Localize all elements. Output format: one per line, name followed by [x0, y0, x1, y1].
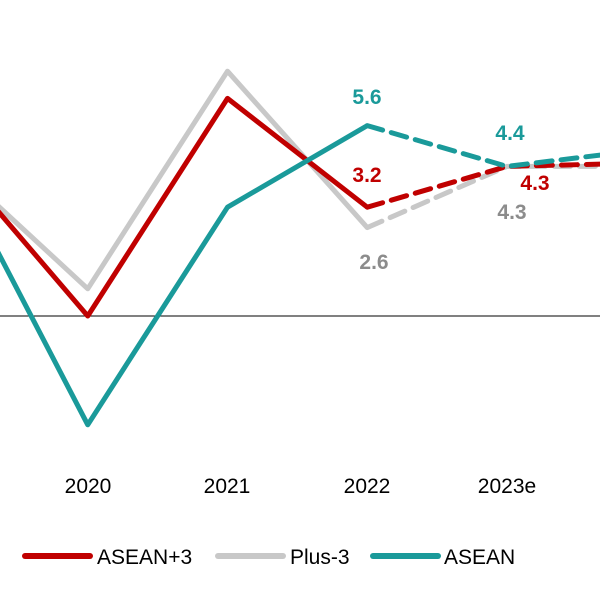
data-label-asean3-2022: 3.2 — [352, 164, 381, 187]
series-line-asean3 — [0, 95, 369, 319]
data-label-asean3-2023e: 4.3 — [520, 172, 549, 195]
x-tick-label: 2022 — [344, 475, 391, 498]
legend: ASEAN+3 Plus-3 ASEAN — [22, 546, 515, 569]
legend-label-asean: ASEAN — [444, 546, 515, 569]
series-forecast-line-asean3 — [364, 161, 600, 210]
data-label-plus3-2023e: 4.3 — [497, 201, 526, 224]
x-tick-label: 2020 — [65, 475, 112, 498]
data-label-plus3-2022: 2.6 — [359, 251, 388, 274]
data-label-asean-2023e: 4.4 — [495, 122, 525, 145]
data-label-asean-2022: 5.6 — [352, 86, 381, 109]
x-tick-label: 2021 — [204, 475, 251, 498]
series-forecast-line-plus3 — [364, 163, 600, 231]
legend-label-plus3: Plus-3 — [290, 546, 350, 569]
series-forecast-line-asean — [364, 123, 600, 169]
series-line-plus3 — [0, 68, 370, 292]
x-tick-label: 2023e — [478, 475, 536, 498]
legend-label-asean3: ASEAN+3 — [97, 546, 192, 569]
series-line-asean — [0, 123, 369, 428]
